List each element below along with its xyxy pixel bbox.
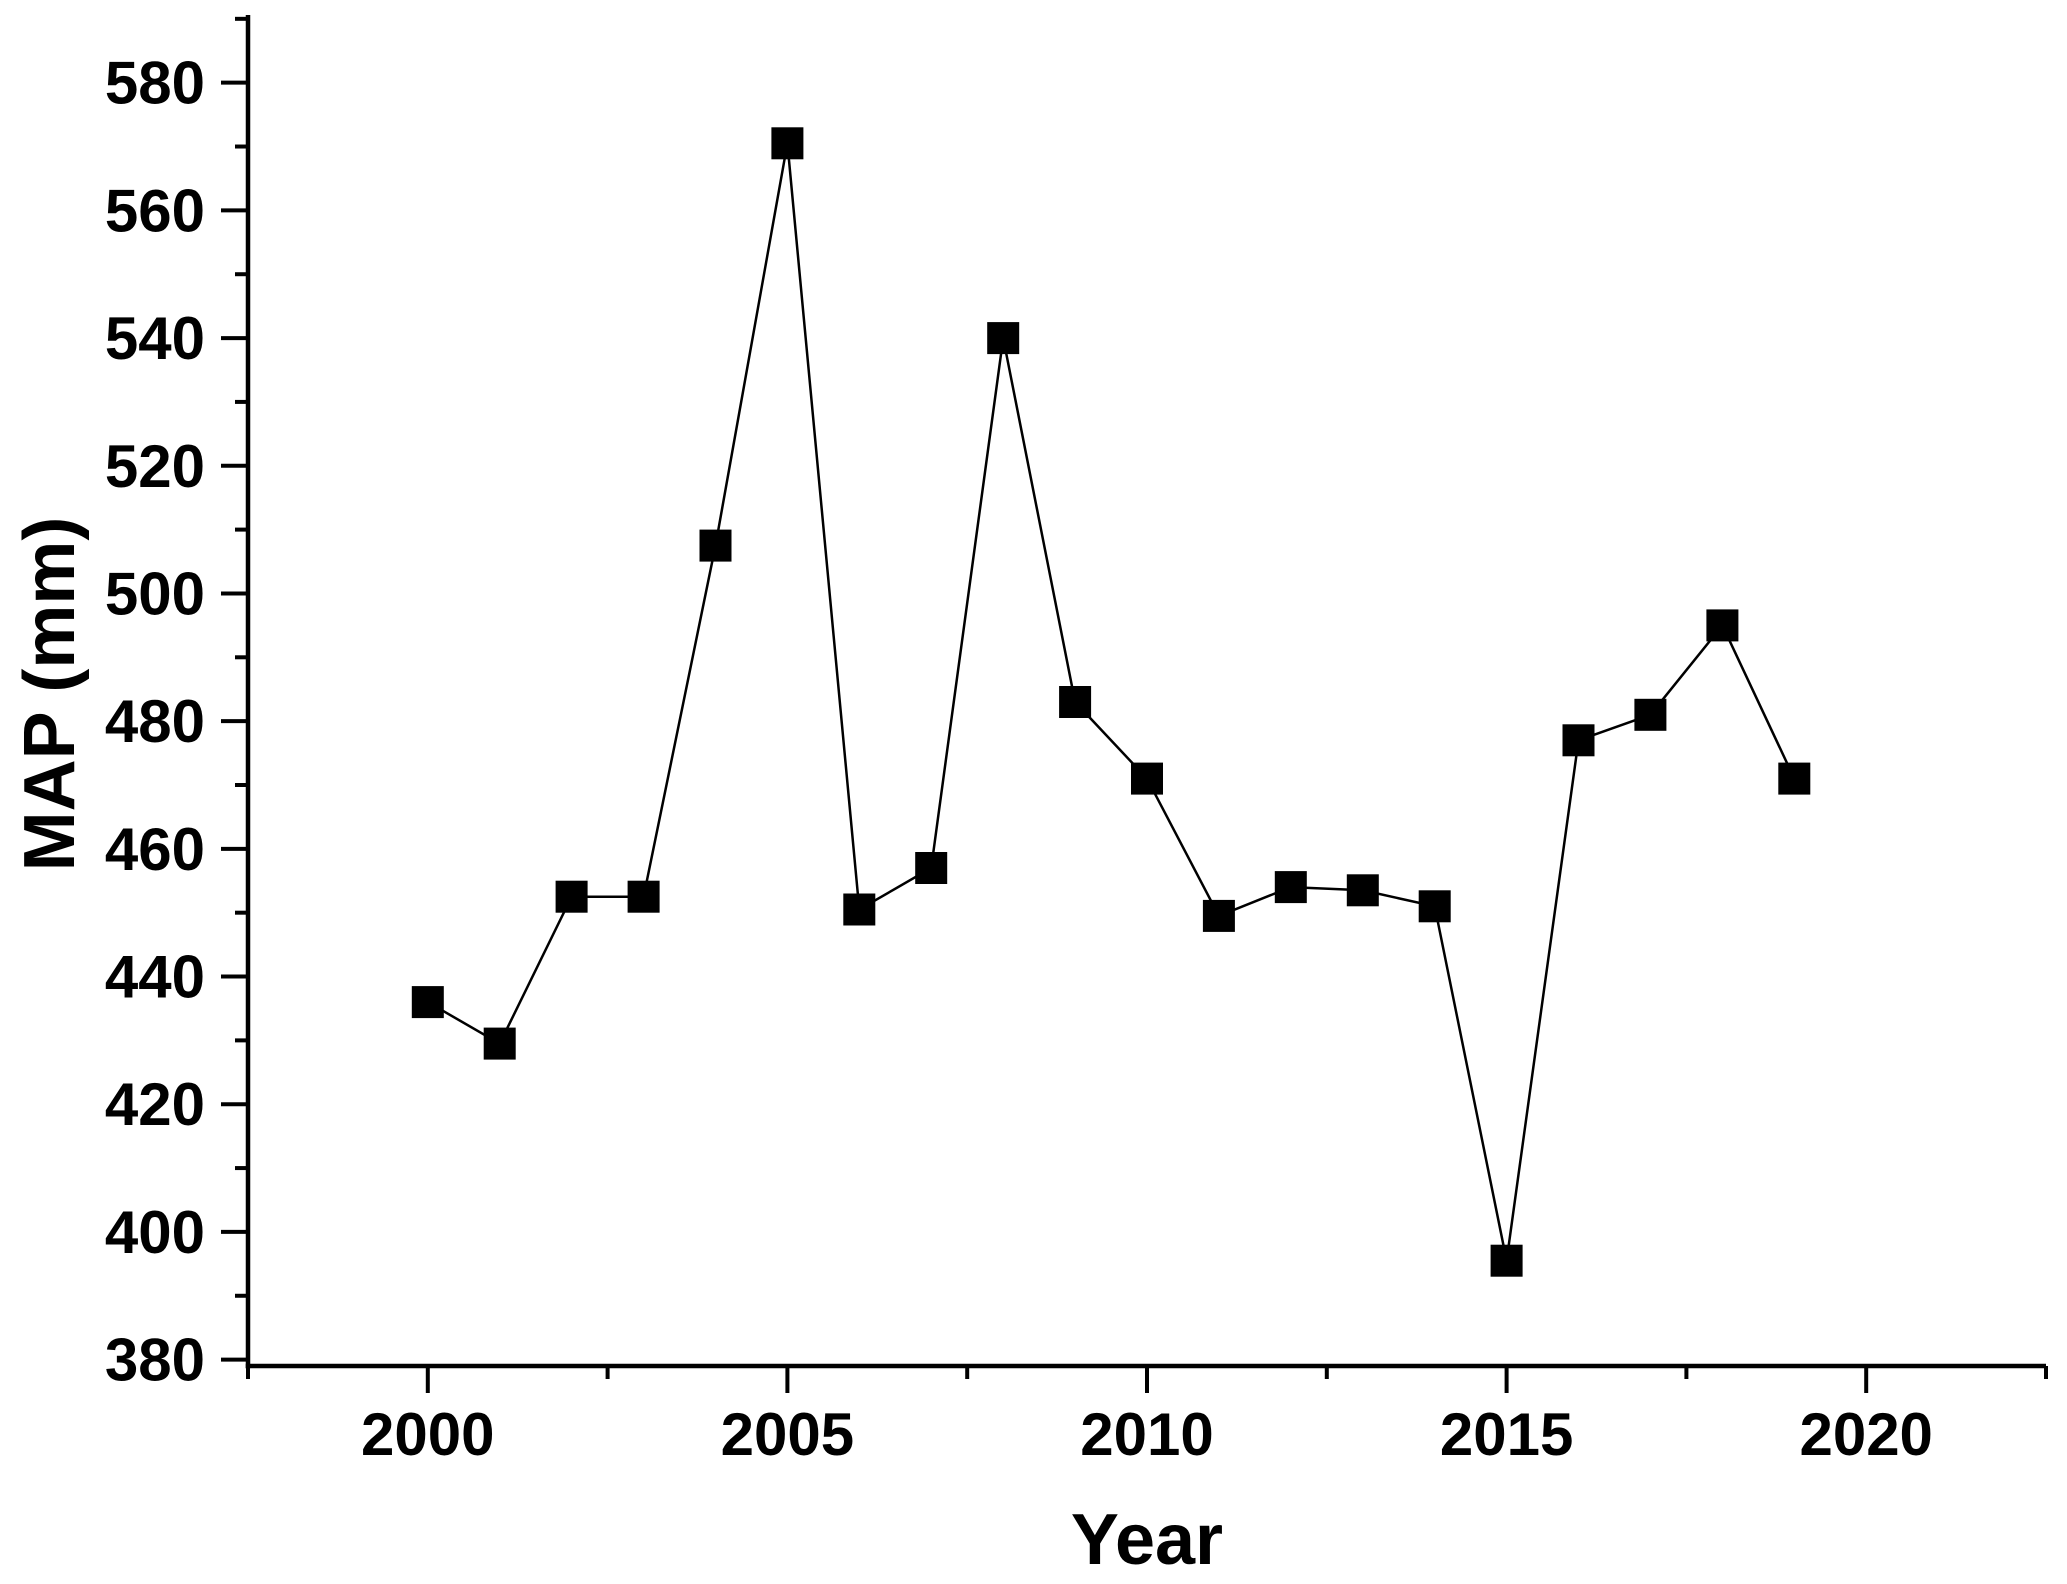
y-axis: 380 400 420 440 460 480 500 520 540 560 580 <box>105 15 251 1394</box>
data-point-marker <box>1202 899 1235 932</box>
series-polyline <box>427 143 1796 1261</box>
y-tick-label: 440 <box>105 944 205 1011</box>
data-point-marker <box>1562 724 1595 757</box>
data-point-marker <box>627 880 660 913</box>
data-point-marker <box>555 880 588 913</box>
data-point-marker <box>1131 762 1163 795</box>
x-axis-title: Year <box>1071 1500 1223 1580</box>
y-tick-label: 580 <box>105 50 205 117</box>
data-point-marker <box>1346 874 1379 907</box>
data-point-marker <box>1490 1244 1523 1277</box>
y-tick-label: 380 <box>105 1327 205 1394</box>
data-point-marker <box>843 893 876 926</box>
y-tick-label: 560 <box>105 177 205 244</box>
series-markers <box>411 127 1811 1277</box>
x-tick-label: 2010 <box>1080 1401 1213 1468</box>
data-point-marker <box>1059 686 1092 718</box>
x-tick-label: 2005 <box>721 1401 854 1468</box>
data-point-marker <box>1778 762 1811 795</box>
y-tick-label: 480 <box>105 688 205 755</box>
data-point-marker <box>771 127 804 160</box>
x-tick-label: 2000 <box>361 1401 494 1468</box>
data-point-marker <box>699 529 732 562</box>
y-axis-title: MAP (mm) <box>10 517 90 872</box>
x-axis: 2000 2005 2010 2015 2020 <box>245 1363 2048 1468</box>
x-tick-label: 2015 <box>1440 1401 1573 1468</box>
data-point-marker <box>483 1027 516 1060</box>
data-point-marker <box>987 322 1020 355</box>
y-tick-label: 420 <box>105 1071 205 1138</box>
data-point-marker <box>1706 609 1739 642</box>
x-tick-label: 2020 <box>1799 1401 1932 1468</box>
y-tick-label: 520 <box>105 433 205 500</box>
data-point-marker <box>1274 871 1307 904</box>
series-line <box>427 143 1796 1261</box>
y-tick-label: 400 <box>105 1199 205 1266</box>
data-point-marker <box>915 852 948 884</box>
y-tick-label: 460 <box>105 816 205 883</box>
y-tick-label: 540 <box>105 305 205 372</box>
data-point-marker <box>1634 698 1667 731</box>
y-tick-label: 500 <box>105 560 205 627</box>
data-point-marker <box>1418 890 1451 923</box>
data-point-marker <box>411 986 444 1019</box>
